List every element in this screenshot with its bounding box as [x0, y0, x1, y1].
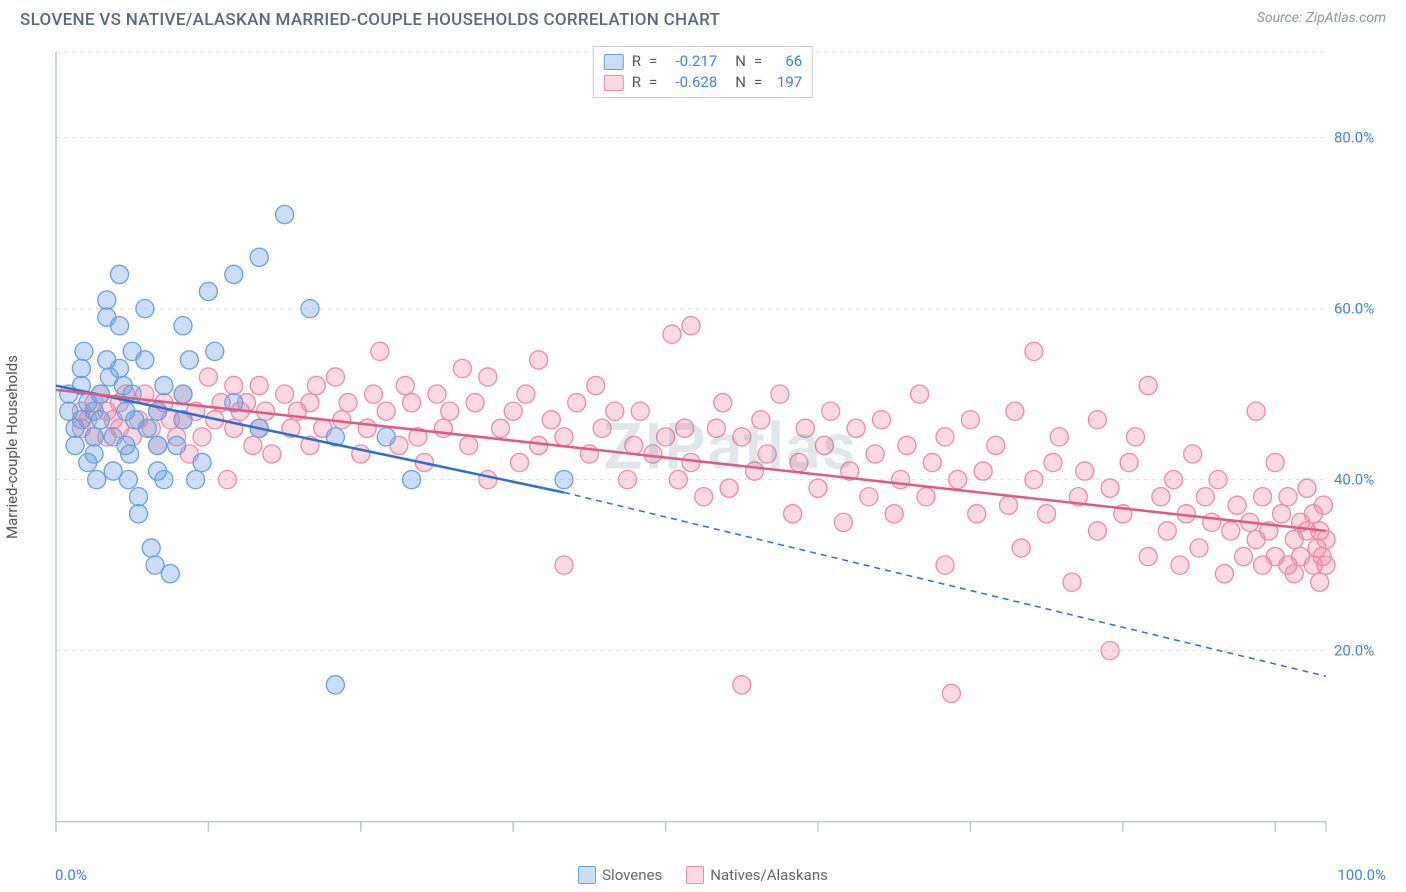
svg-text:20.0%: 20.0%: [1334, 642, 1374, 660]
legend-label-natives: Natives/Alaskans: [710, 866, 828, 884]
correlation-legend: R = -0.217 N = 66 R = -0.628 N = 197: [593, 46, 813, 98]
r-value-slovenes: -0.217: [665, 51, 717, 72]
r-label: R: [632, 51, 641, 72]
source-label: Source: ZipAtlas.com: [1257, 10, 1386, 26]
svg-text:60.0%: 60.0%: [1334, 300, 1374, 318]
n-label: N: [735, 72, 746, 93]
header: SLOVENE VS NATIVE/ALASKAN MARRIED-COUPLE…: [0, 0, 1406, 30]
n-value-slovenes: 66: [770, 51, 802, 72]
chart-area: Married-couple Households 20.0%40.0%60.0…: [20, 42, 1386, 852]
svg-text:40.0%: 40.0%: [1334, 471, 1374, 489]
legend-item-natives: Natives/Alaskans: [686, 866, 828, 884]
equals: =: [649, 72, 657, 93]
swatch-natives-icon: [686, 866, 704, 884]
equals: =: [754, 72, 762, 93]
legend-label-slovenes: Slovenes: [602, 866, 662, 884]
r-label: R: [632, 72, 641, 93]
swatch-slovenes: [604, 54, 624, 70]
n-label: N: [735, 51, 746, 72]
chart-title: SLOVENE VS NATIVE/ALASKAN MARRIED-COUPLE…: [20, 10, 720, 30]
legend-row-natives: R = -0.628 N = 197: [604, 72, 802, 93]
equals: =: [649, 51, 657, 72]
series-legend: Slovenes Natives/Alaskans: [0, 866, 1406, 884]
r-value-natives: -0.628: [665, 72, 717, 93]
equals: =: [754, 51, 762, 72]
container: SLOVENE VS NATIVE/ALASKAN MARRIED-COUPLE…: [0, 0, 1406, 892]
swatch-natives: [604, 75, 624, 91]
legend-item-slovenes: Slovenes: [578, 866, 662, 884]
swatch-slovenes-icon: [578, 866, 596, 884]
scatter-chart: 20.0% 40.0% 60.0% 80.0%: [50, 42, 1386, 852]
legend-row-slovenes: R = -0.217 N = 66: [604, 51, 802, 72]
n-value-natives: 197: [770, 72, 802, 93]
y-axis-label: Married-couple Households: [3, 355, 21, 539]
svg-text:80.0%: 80.0%: [1334, 129, 1374, 147]
